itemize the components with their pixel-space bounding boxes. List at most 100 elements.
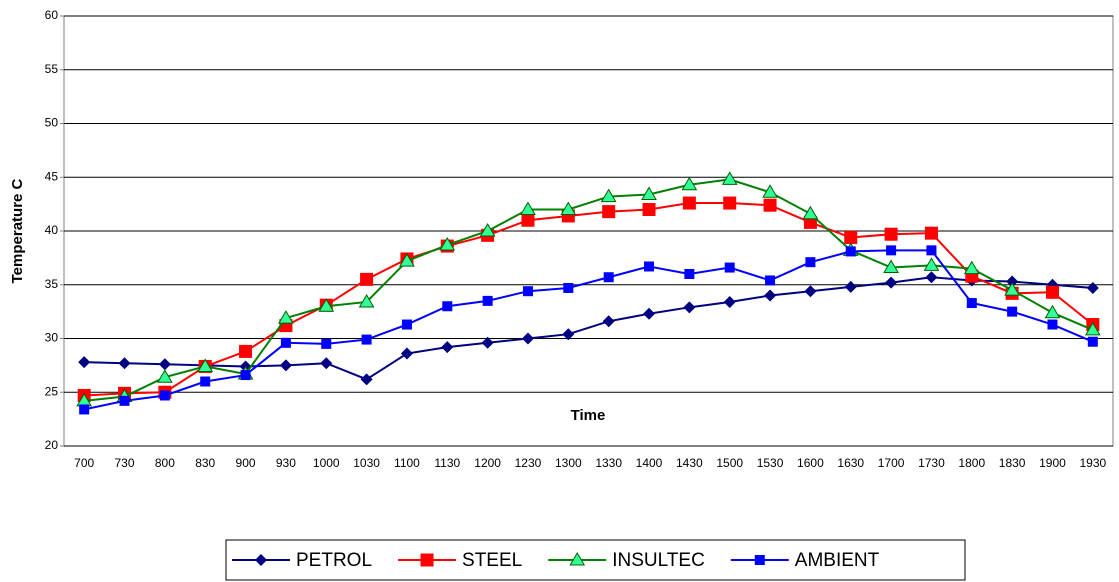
marker <box>1087 336 1098 347</box>
marker <box>239 344 253 358</box>
marker <box>520 201 536 215</box>
marker <box>885 276 898 289</box>
marker <box>1086 281 1099 294</box>
marker <box>401 319 412 330</box>
marker <box>318 298 335 312</box>
x-tick-label: 1030 <box>353 456 380 470</box>
legend-label: AMBIENT <box>795 550 880 571</box>
x-tick-label: 1830 <box>999 456 1026 470</box>
x-tick-label: 1600 <box>797 456 824 470</box>
x-tick-label: 700 <box>74 456 94 470</box>
marker <box>158 358 171 371</box>
y-tick-label: 50 <box>45 116 59 130</box>
marker <box>1084 321 1101 336</box>
x-tick-label: 1500 <box>716 456 743 470</box>
marker <box>886 245 897 256</box>
x-tick-label: 1900 <box>1039 456 1066 470</box>
marker <box>642 203 656 216</box>
marker <box>683 301 696 314</box>
marker <box>926 245 937 256</box>
marker <box>482 295 493 306</box>
marker <box>279 359 292 372</box>
marker <box>884 227 898 241</box>
marker <box>521 213 535 227</box>
marker <box>399 253 415 267</box>
marker <box>682 196 696 210</box>
marker <box>479 223 496 237</box>
marker <box>644 261 655 272</box>
marker <box>400 347 413 360</box>
y-tick-label: 20 <box>45 438 59 452</box>
marker <box>763 198 777 212</box>
marker <box>641 186 657 200</box>
x-tick-label: 1700 <box>878 456 905 470</box>
marker <box>358 293 375 308</box>
marker <box>562 328 575 341</box>
marker <box>684 269 695 279</box>
marker <box>420 553 434 567</box>
x-tick-label: 1430 <box>676 456 703 470</box>
marker <box>159 390 170 401</box>
marker <box>764 289 777 302</box>
marker <box>602 205 616 219</box>
marker <box>119 395 130 406</box>
y-tick-label: 40 <box>45 223 59 237</box>
marker <box>360 373 373 386</box>
marker <box>723 196 737 210</box>
x-tick-label: 1800 <box>958 456 985 470</box>
marker <box>724 262 735 273</box>
marker <box>844 280 857 293</box>
marker <box>280 337 291 348</box>
x-tick-label: 730 <box>115 456 135 470</box>
x-tick-label: 1000 <box>313 456 340 470</box>
x-tick-label: 1530 <box>757 456 784 470</box>
marker <box>118 357 131 370</box>
marker <box>240 370 251 381</box>
marker <box>924 226 938 240</box>
x-tick-label: 1300 <box>555 456 582 470</box>
x-tick-label: 830 <box>195 456 215 470</box>
marker <box>522 286 533 297</box>
marker <box>521 332 534 345</box>
x-tick-label: 1630 <box>837 456 864 470</box>
series-line <box>83 249 1094 411</box>
marker <box>765 275 776 286</box>
marker <box>1047 319 1058 330</box>
marker <box>805 257 816 268</box>
marker <box>441 341 454 354</box>
x-tick-label: 1330 <box>595 456 622 470</box>
marker <box>78 356 91 369</box>
x-tick-label: 930 <box>276 456 296 470</box>
series-line <box>84 202 1094 397</box>
x-tick-label: 900 <box>236 456 256 470</box>
marker <box>1045 285 1059 299</box>
x-tick-label: 1200 <box>474 456 501 470</box>
marker <box>923 257 940 271</box>
marker <box>156 369 173 383</box>
y-axis-title: Temperature C <box>9 178 26 283</box>
marker <box>681 176 698 191</box>
marker <box>79 404 90 415</box>
marker <box>360 272 374 286</box>
marker <box>845 246 856 257</box>
marker <box>278 310 294 324</box>
marker <box>966 298 977 309</box>
marker <box>804 285 817 298</box>
marker <box>361 334 372 345</box>
marker <box>563 282 574 293</box>
legend-label: INSULTEC <box>612 550 705 571</box>
marker <box>721 171 738 185</box>
marker <box>754 555 765 565</box>
y-tick-label: 55 <box>45 62 59 76</box>
marker <box>569 552 586 566</box>
marker <box>255 554 267 566</box>
marker <box>883 259 899 274</box>
marker <box>762 184 778 198</box>
marker <box>320 357 333 370</box>
y-tick-label: 45 <box>45 169 59 183</box>
marker <box>439 236 456 251</box>
x-tick-label: 800 <box>155 456 175 470</box>
x-tick-label: 1400 <box>636 456 663 470</box>
x-axis-title: Time <box>571 407 606 424</box>
